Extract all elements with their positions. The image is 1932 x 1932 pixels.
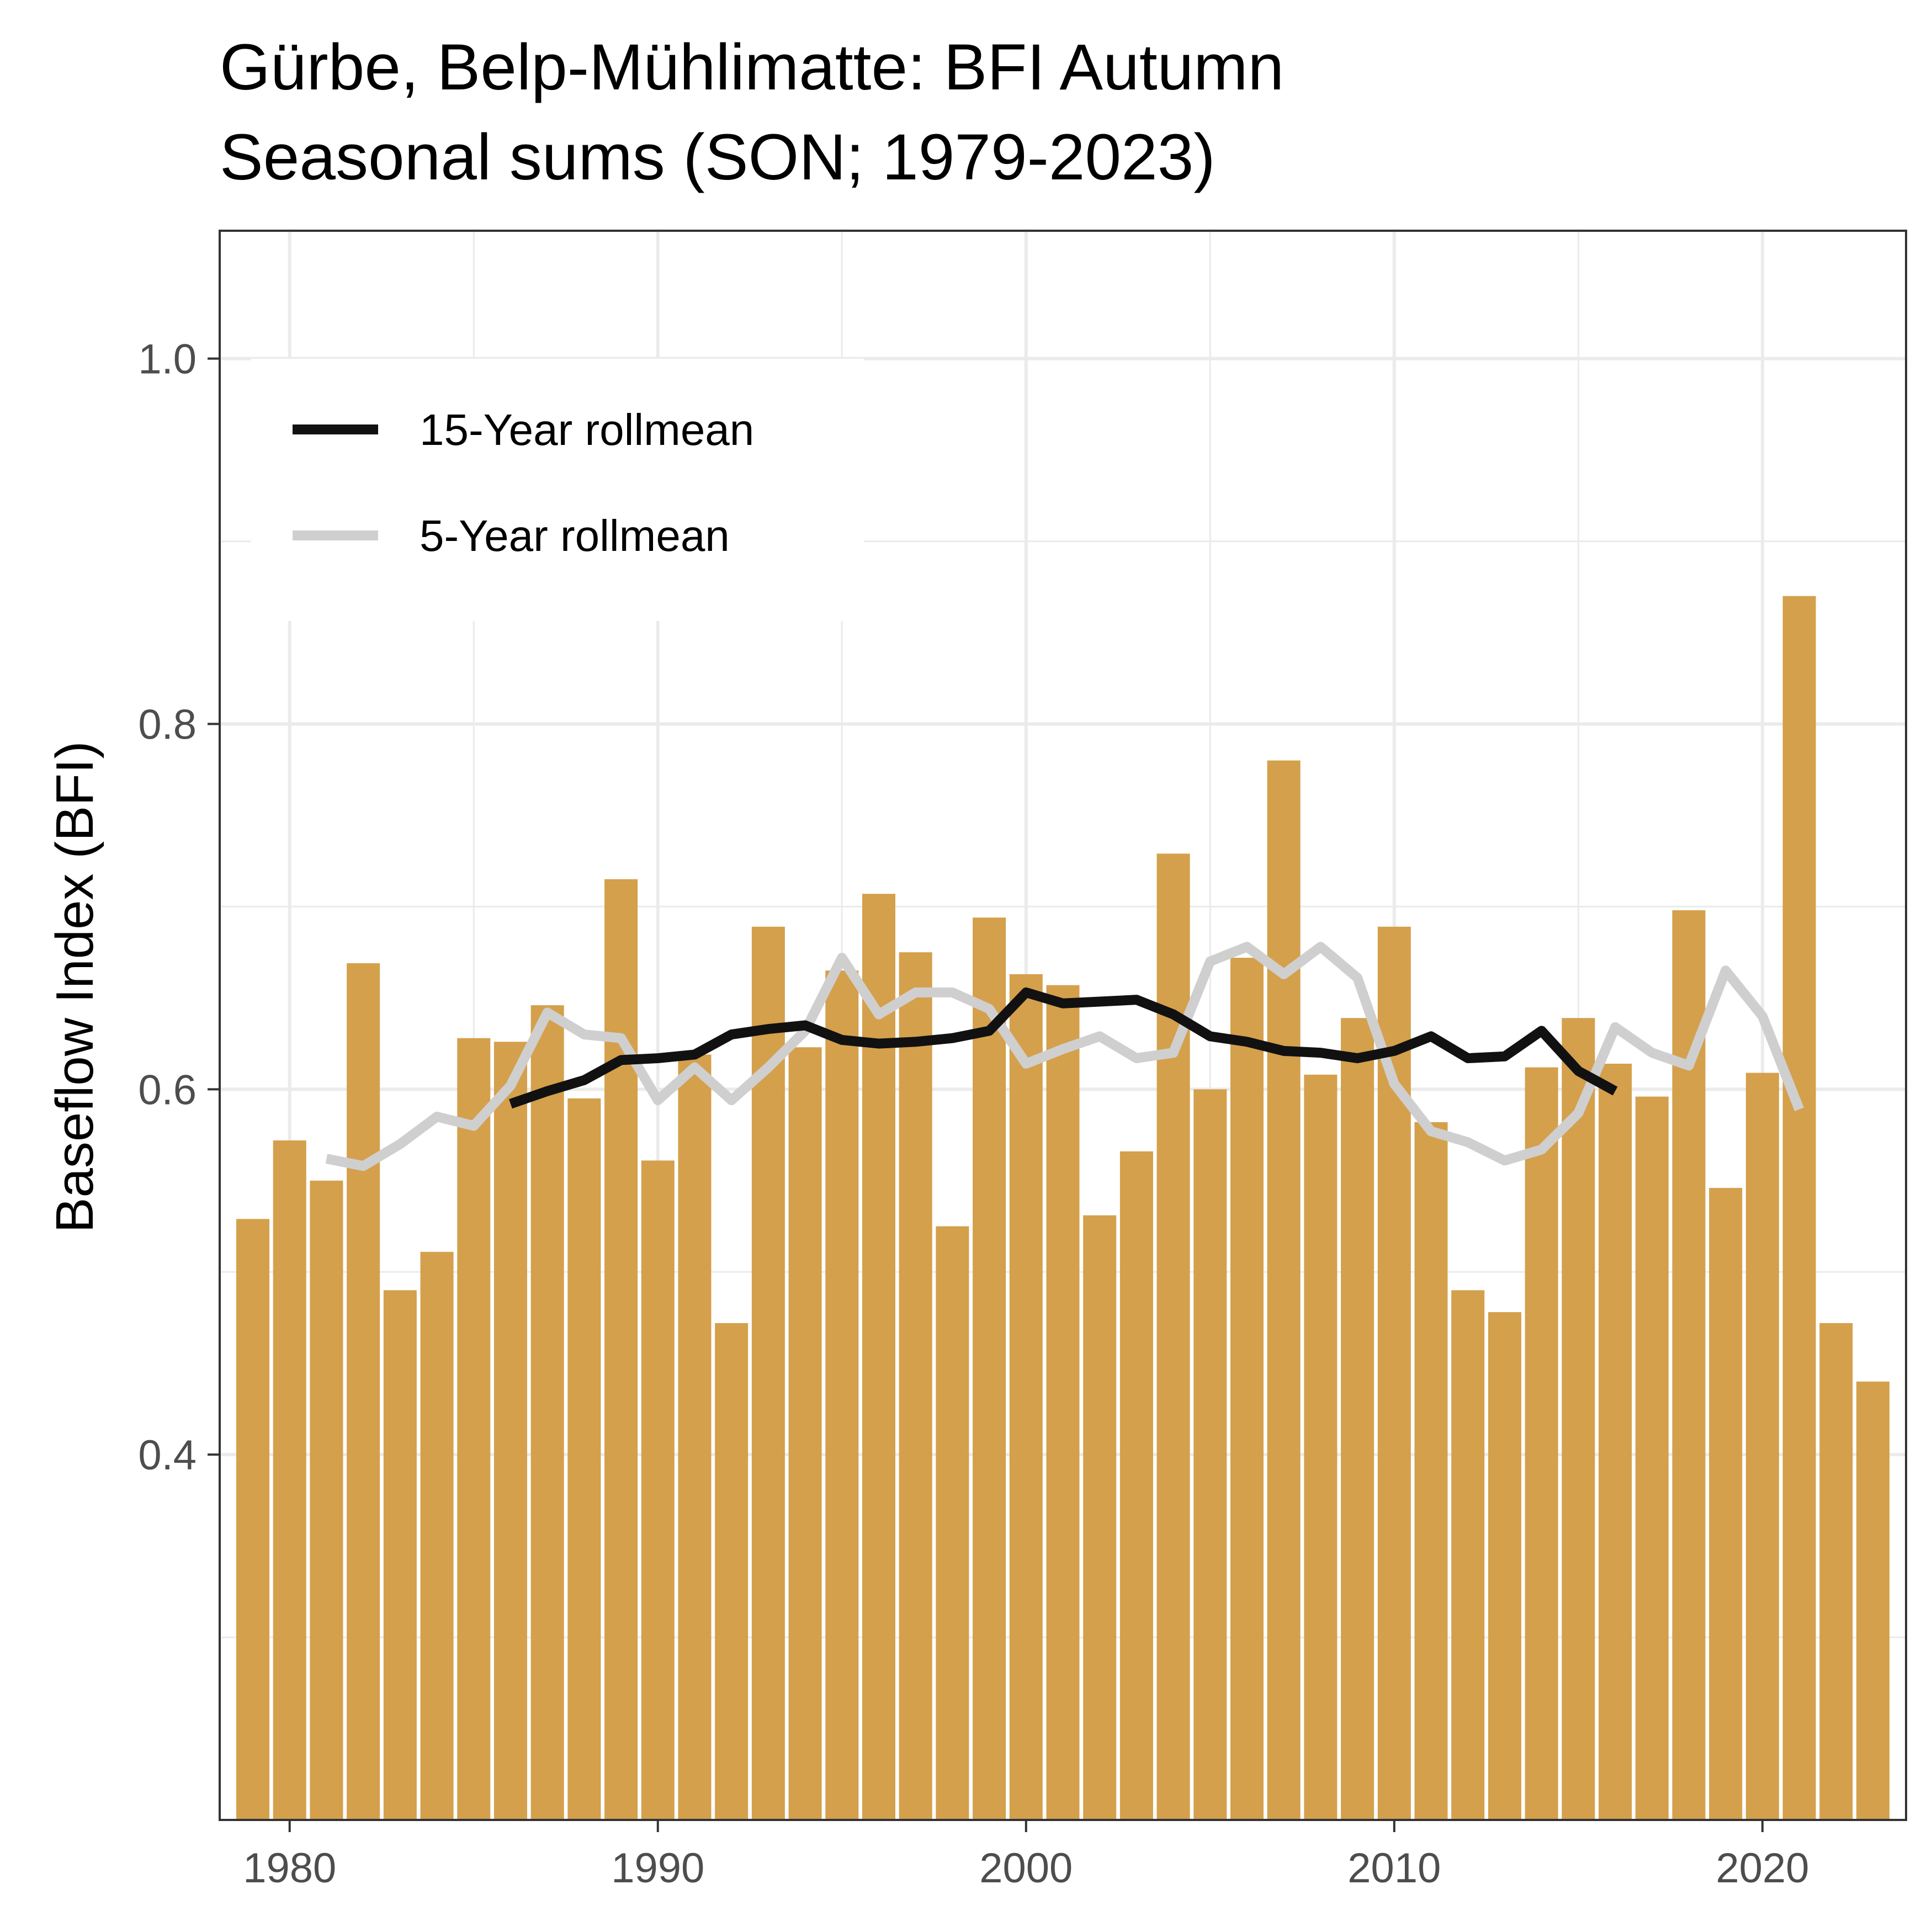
chart-title-line-2: Seasonal sums (SON; 1979-2023) [220, 121, 1216, 194]
bar [567, 1098, 601, 1820]
bar [530, 1005, 564, 1820]
bar [273, 1140, 306, 1820]
bar [715, 1323, 749, 1820]
bar [1230, 958, 1264, 1820]
axes: 1980 1990 2000 2010 2020 0.4 0.6 0.8 1.0 [138, 336, 1809, 1892]
bar [457, 1038, 491, 1820]
bars [236, 596, 1889, 1820]
bar [862, 894, 896, 1820]
bar [1083, 1215, 1117, 1820]
bar [1046, 985, 1080, 1820]
bar [936, 1226, 969, 1820]
bar [1193, 1089, 1227, 1820]
series-line [325, 942, 1804, 1171]
bar [1119, 1151, 1153, 1820]
x-tick-label: 2000 [979, 1845, 1073, 1892]
bar [1635, 1096, 1669, 1820]
bar [678, 1054, 712, 1820]
bar [310, 1180, 343, 1820]
bar [493, 1042, 527, 1820]
x-tick-label: 1990 [611, 1845, 704, 1892]
bar [1304, 1074, 1337, 1820]
bar [1156, 853, 1190, 1820]
bar [1709, 1188, 1743, 1820]
bar [1525, 1067, 1558, 1820]
y-tick-label: 0.6 [138, 1066, 197, 1113]
bar [641, 1160, 675, 1820]
bar [1414, 1122, 1448, 1820]
x-tick-label: 1980 [243, 1845, 336, 1892]
legend-background [251, 359, 864, 621]
y-tick-label: 0.8 [138, 701, 197, 748]
series-line [509, 987, 1618, 1109]
bar [604, 879, 638, 1820]
bar [1562, 1018, 1595, 1820]
y-tick-label: 0.4 [138, 1432, 197, 1479]
y-tick-label: 1.0 [138, 336, 197, 383]
bar [1009, 974, 1043, 1820]
bar [1819, 1323, 1853, 1820]
bar [1488, 1312, 1521, 1820]
legend-label: 15-Year rollmean [420, 405, 754, 454]
y-axis-title: Baseflow Index (BFI) [45, 741, 104, 1233]
panel-border [219, 230, 1907, 1821]
bar [420, 1251, 454, 1820]
bar [236, 1219, 270, 1820]
bar [899, 952, 932, 1820]
x-tick-label: 2010 [1347, 1845, 1441, 1892]
x-tick-label: 2020 [1716, 1845, 1809, 1892]
series-lines [325, 942, 1804, 1171]
bar [347, 963, 380, 1820]
bar [383, 1290, 417, 1820]
bar [1341, 1018, 1374, 1820]
bar [1267, 760, 1301, 1820]
bar [1599, 1063, 1632, 1820]
bar [825, 970, 859, 1820]
bar [1782, 596, 1816, 1820]
chart-title-line-1: Gürbe, Belp-Mühlimatte: BFI Autumn [220, 31, 1284, 104]
bar [1745, 1073, 1779, 1820]
bar [973, 917, 1006, 1820]
bar [788, 1047, 822, 1820]
bar [1856, 1381, 1889, 1820]
legend-label: 5-Year rollmean [420, 511, 730, 560]
bar [1451, 1290, 1485, 1820]
legend: 15-Year rollmean 5-Year rollmean [251, 359, 864, 621]
